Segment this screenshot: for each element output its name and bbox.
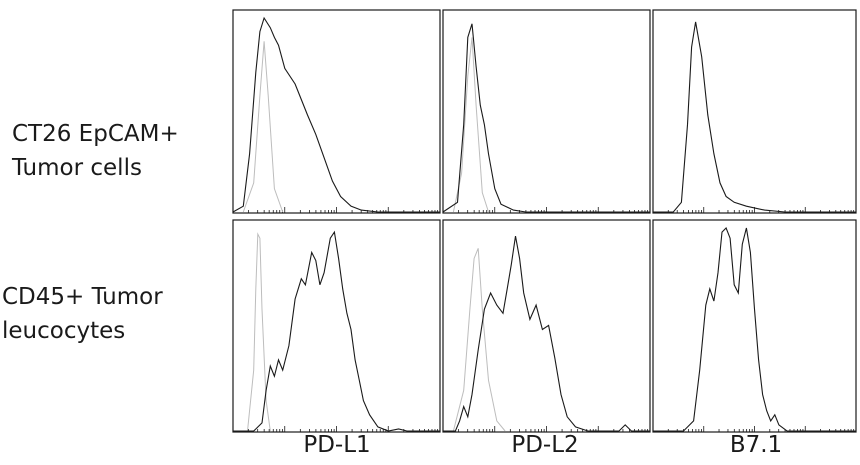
row-label-epcam: CT26 EpCAM+ Tumor cells <box>12 121 179 181</box>
panel-r2-pdl2 <box>442 219 651 433</box>
column-label-pdl1: PD-L1 <box>303 432 371 458</box>
panel-r1-pdl2 <box>442 9 651 214</box>
isotype-curve <box>452 248 506 432</box>
isotype-curve <box>242 41 284 213</box>
panel-frame <box>232 9 441 214</box>
panel-r1-b71 <box>652 9 857 214</box>
stain-curve <box>232 16 440 213</box>
column-label-pdl2: PD-L2 <box>511 432 579 458</box>
panel-frame <box>652 219 857 433</box>
row-label-cd45: CD45+ Tumor leucocytes <box>2 284 163 344</box>
panel-frame <box>232 219 441 433</box>
stain-curve <box>653 21 856 213</box>
panel-frame <box>442 219 651 433</box>
panel-r1-pdl1 <box>232 9 441 214</box>
stain-curve <box>233 230 440 432</box>
isotype-curve <box>247 232 271 432</box>
panel-r2-b71 <box>652 219 857 433</box>
stain-curve <box>443 236 650 432</box>
panel-r2-pdl1 <box>232 219 441 433</box>
stain-curve <box>653 227 856 432</box>
isotype-curve <box>452 37 489 213</box>
column-label-b71: B7.1 <box>729 432 783 458</box>
stain-curve <box>442 23 650 213</box>
